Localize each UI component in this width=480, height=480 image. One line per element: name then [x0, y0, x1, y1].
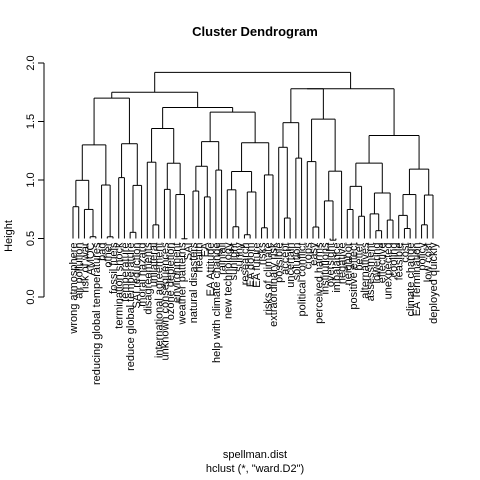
y-axis: 0.0 0.5 1.0 1.5 2.0 — [25, 55, 45, 305]
leaf-label: alternatives — [359, 242, 371, 299]
leaf-label: neighbor — [342, 242, 354, 285]
leaf-label: policy — [417, 242, 429, 271]
leaf-label: positive effect — [348, 243, 360, 310]
leaf-label: imbalance — [331, 243, 343, 293]
leaf-label: weather patterns — [177, 242, 189, 325]
leaf-label: effective — [377, 243, 389, 284]
leaf-label: unknown consequences — [159, 242, 171, 361]
leaf-label: solution — [291, 243, 303, 281]
y-axis-label: Height — [3, 220, 15, 252]
leaf-label: temperature — [119, 243, 131, 302]
leaf-label: cost — [399, 243, 411, 263]
leaf-label: natural disasters — [188, 242, 200, 323]
leaf-label: reduce global temperature — [125, 243, 137, 371]
leaf-label: SAI reduction — [131, 243, 143, 309]
leaf-label: uncertain — [285, 243, 297, 288]
leaf-label: climate change — [405, 243, 417, 317]
leaf-label: political conflict — [297, 243, 309, 317]
leaf-label: deployed quickly — [428, 242, 440, 324]
leaf-label: easy — [308, 242, 320, 266]
y-tick-label: 0.0 — [25, 289, 37, 304]
leaf-label: environment — [171, 243, 183, 304]
y-tick-label: 1.5 — [25, 114, 37, 129]
leaf-label: negative — [337, 243, 349, 285]
leaf-label: EA Attitude — [205, 243, 217, 297]
leaf-label: disagreements — [142, 242, 154, 315]
leaf-label: termination shock — [114, 242, 126, 329]
leaf-label: sunlight — [228, 243, 240, 281]
leaf-label: possible — [274, 243, 286, 283]
leaf-label: new technology — [222, 242, 234, 319]
leaf-label: unexpected — [382, 243, 394, 300]
leaf-label: wrong atmosphere — [68, 243, 80, 335]
y-tick-label: 2.0 — [25, 55, 37, 70]
leaf-label: accept — [279, 243, 291, 275]
leaf-label: risk of war — [79, 242, 91, 292]
leaf-label: bad — [97, 243, 109, 261]
leaf-label: fossil fuels — [108, 242, 120, 294]
leaf-label: institutions — [319, 242, 331, 294]
leaf-label: rainfall — [217, 243, 229, 275]
leaf-label: air pollution — [74, 243, 86, 299]
leaf-label: risks of climate — [262, 243, 274, 316]
leaf-label: better — [354, 242, 366, 270]
leaf-label: EA future — [251, 243, 263, 288]
leaf-label: reducing global temperatures — [91, 242, 103, 385]
leaf-label: help with climate change — [211, 243, 223, 363]
leaf-label: risks — [257, 242, 269, 265]
y-tick-label: 1.0 — [25, 172, 37, 187]
leaf-label: ozone depletion — [165, 243, 177, 321]
leaf-label: sunny — [234, 242, 246, 272]
leaf-label: AMOC — [85, 242, 97, 275]
leaf-label: cooling — [388, 243, 400, 278]
leaf-label: lowering — [371, 243, 383, 284]
leaf-label: moral hazard — [137, 243, 149, 307]
leaf-label: extraordinary risk — [268, 242, 280, 327]
leaf-label: low cost — [422, 243, 434, 283]
leaf-label: feasible — [394, 243, 406, 281]
y-tick-label: 0.5 — [25, 231, 37, 246]
method-sublabel: hclust (*, "ward.D2") — [206, 463, 304, 475]
leaf-label: oversight — [325, 243, 337, 288]
chart-title: Cluster Dendrogram — [192, 24, 318, 39]
leaf-label: unilateral — [148, 243, 160, 288]
leaf-label: assessment — [365, 243, 377, 302]
leaf-label: SAI — [182, 243, 194, 261]
leaf-label: perceived harms — [314, 242, 326, 324]
leaf-label: crops — [302, 242, 314, 269]
leaf-label: EA — [199, 242, 211, 257]
leaf-label: EA Termination — [411, 243, 423, 317]
leaf-label: other — [102, 242, 114, 267]
leaf-label: health — [194, 243, 206, 273]
dendrogram-branches — [72, 71, 434, 241]
leaf-label: international agreement — [154, 243, 166, 359]
x-axis-label: spellman.dist — [223, 449, 287, 461]
leaf-label: research — [239, 243, 251, 286]
leaf-label: EA doom — [245, 243, 257, 288]
